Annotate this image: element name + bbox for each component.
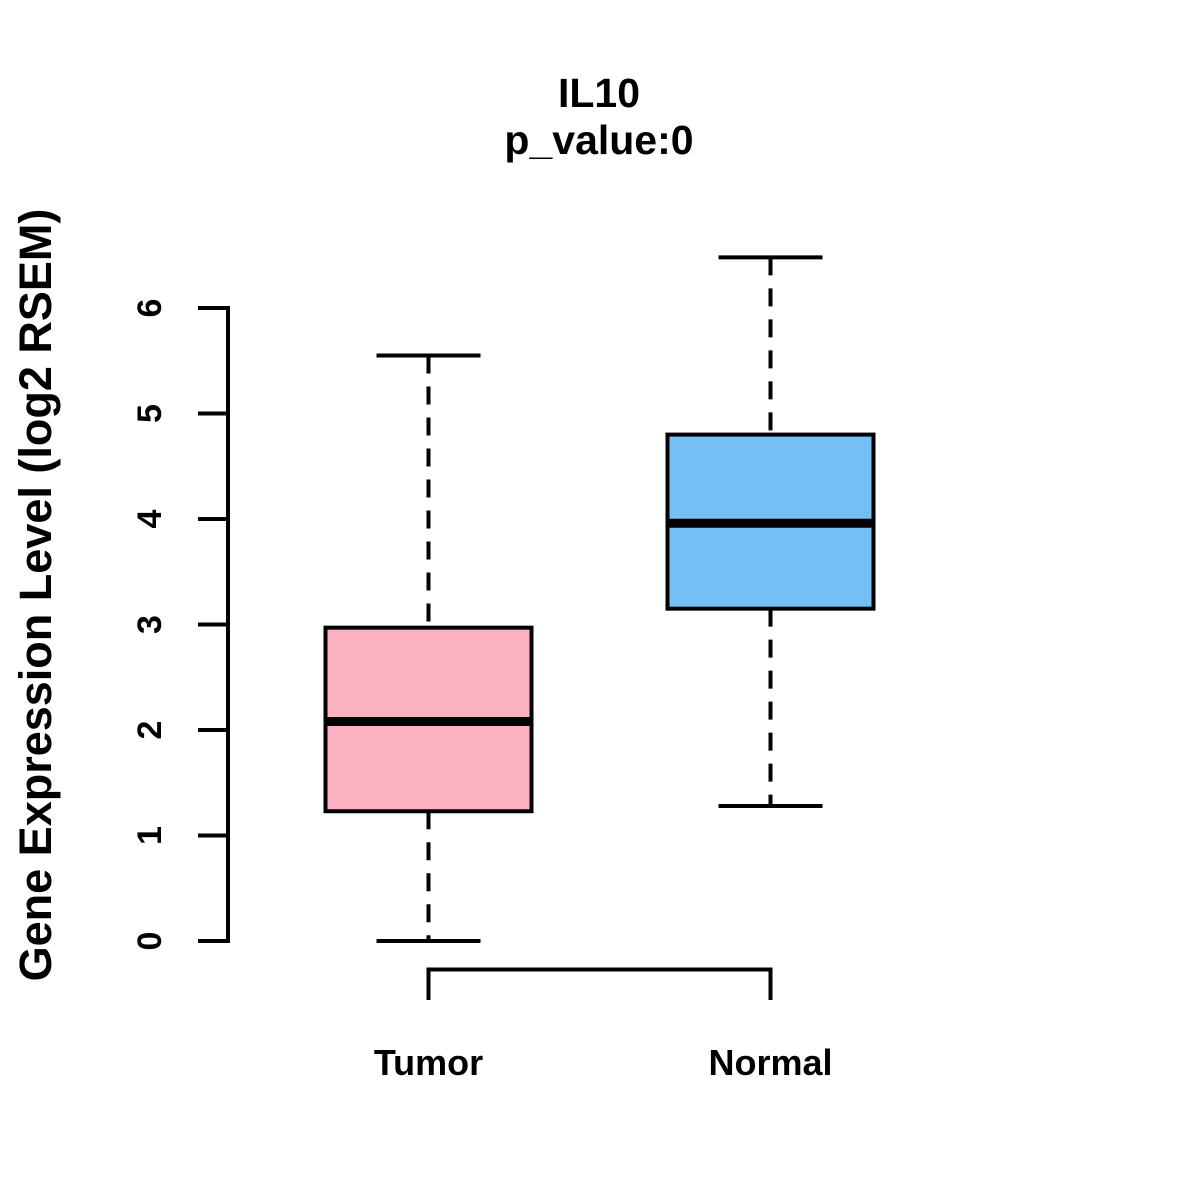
chart-subtitle: p_value:0	[504, 117, 694, 163]
y-axis-tick-label: 5	[131, 404, 169, 423]
y-axis-tick-label: 4	[131, 509, 169, 528]
y-axis-tick-label: 0	[131, 932, 169, 951]
x-axis-bracket	[426, 967, 773, 1000]
chart-title: IL10	[557, 70, 641, 116]
chart-title-block: IL10 p_value:0	[0, 70, 1198, 164]
x-axis-label-normal: Normal	[708, 1042, 832, 1083]
y-axis-tick-label: 2	[131, 721, 169, 740]
y-axis-tick-label: 6	[131, 299, 169, 318]
y-axis-tick-label: 1	[131, 826, 169, 845]
y-axis-tick-label: 3	[131, 615, 169, 634]
x-axis-label-tumor: Tumor	[374, 1042, 483, 1083]
